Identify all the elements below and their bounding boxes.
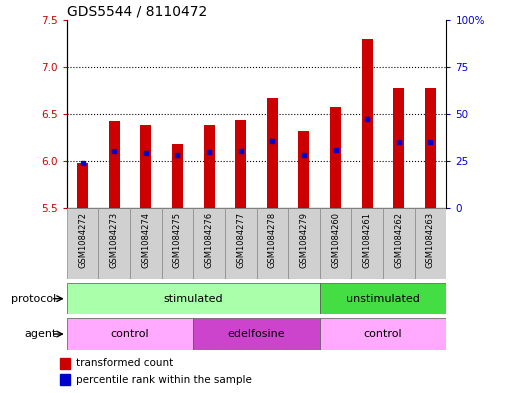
Bar [130, 208, 162, 279]
Bar [61, 374, 70, 385]
Text: GSM1084274: GSM1084274 [141, 212, 150, 268]
Text: GSM1084261: GSM1084261 [363, 212, 372, 268]
Bar [67, 283, 320, 314]
Bar [172, 144, 183, 208]
Bar [320, 208, 351, 279]
Text: GSM1084273: GSM1084273 [110, 212, 119, 268]
Text: stimulated: stimulated [164, 294, 223, 304]
Bar [109, 121, 120, 208]
Bar [425, 88, 436, 208]
Text: GSM1084276: GSM1084276 [205, 212, 213, 268]
Text: unstimulated: unstimulated [346, 294, 420, 304]
Text: control: control [111, 329, 149, 339]
Bar [67, 208, 98, 279]
Bar [193, 318, 320, 350]
Bar [288, 208, 320, 279]
Bar [193, 208, 225, 279]
Text: protocol: protocol [11, 294, 56, 304]
Bar [393, 88, 404, 208]
Bar [267, 98, 278, 208]
Bar [204, 125, 214, 208]
Bar [77, 163, 88, 208]
Text: agent: agent [24, 329, 56, 339]
Bar [225, 208, 256, 279]
Bar [415, 208, 446, 279]
Text: GSM1084260: GSM1084260 [331, 212, 340, 268]
Text: edelfosine: edelfosine [228, 329, 285, 339]
Text: GSM1084272: GSM1084272 [78, 212, 87, 268]
Bar [362, 39, 373, 208]
Bar [320, 318, 446, 350]
Bar [330, 107, 341, 208]
Text: GSM1084275: GSM1084275 [173, 212, 182, 268]
Bar [162, 208, 193, 279]
Bar [351, 208, 383, 279]
Text: control: control [364, 329, 402, 339]
Text: GSM1084262: GSM1084262 [394, 212, 403, 268]
Bar [98, 208, 130, 279]
Text: percentile rank within the sample: percentile rank within the sample [76, 375, 252, 384]
Bar [235, 119, 246, 208]
Text: GSM1084278: GSM1084278 [268, 212, 277, 268]
Text: transformed count: transformed count [76, 358, 174, 368]
Bar [320, 283, 446, 314]
Bar [140, 125, 151, 208]
Bar [383, 208, 415, 279]
Text: GDS5544 / 8110472: GDS5544 / 8110472 [67, 4, 207, 18]
Bar [61, 358, 70, 369]
Bar [67, 318, 193, 350]
Text: GSM1084263: GSM1084263 [426, 212, 435, 268]
Bar [299, 131, 309, 208]
Bar [256, 208, 288, 279]
Text: GSM1084279: GSM1084279 [300, 212, 308, 268]
Text: GSM1084277: GSM1084277 [236, 212, 245, 268]
